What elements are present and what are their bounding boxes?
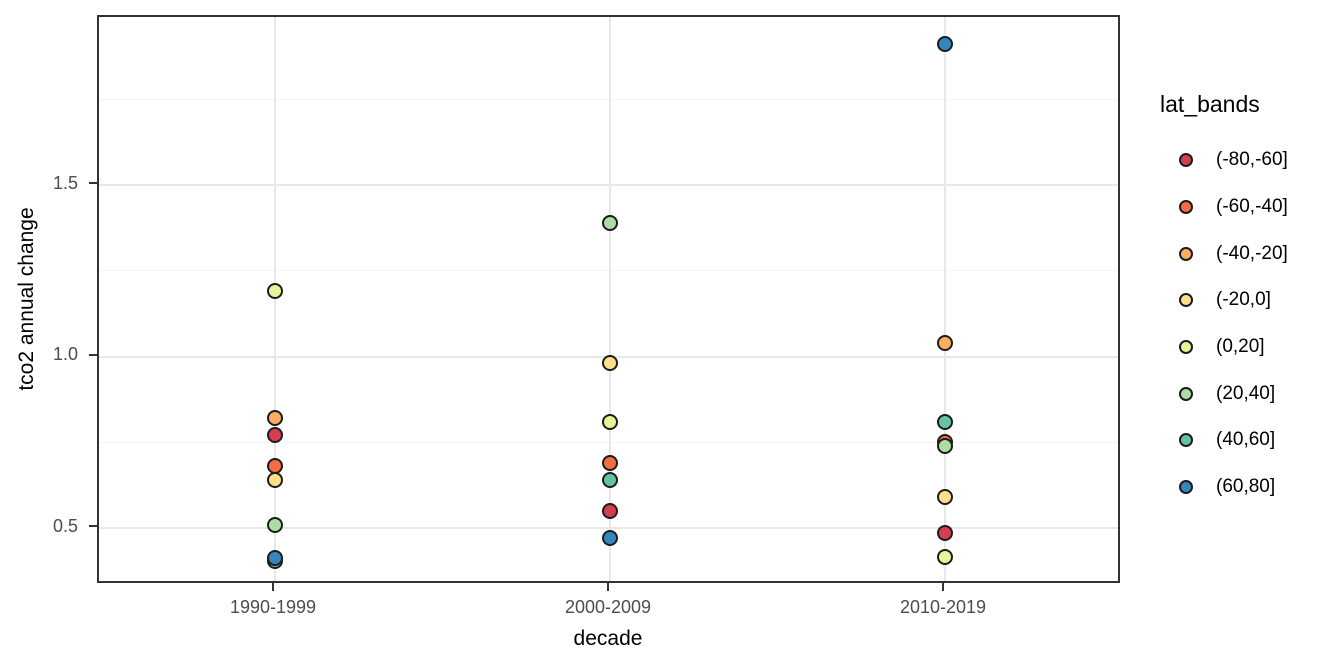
x-tick-mark [607, 583, 609, 591]
x-tick-label: 1990-1999 [229, 597, 317, 617]
data-point [937, 525, 953, 542]
gridline-vertical [609, 17, 611, 581]
data-point [937, 489, 953, 506]
legend-item-label: (20,40] [1216, 382, 1276, 404]
legend-item-label: (-20,0] [1216, 289, 1271, 311]
legend-item-label: (-40,-20] [1216, 242, 1288, 264]
data-point [267, 549, 283, 566]
x-tick-mark [272, 583, 274, 591]
gridline-minor [99, 270, 1118, 272]
x-tick-label: 2010-2019 [899, 597, 987, 617]
legend-item-label: (-80,-60] [1216, 149, 1288, 171]
legend-key-dot [1179, 246, 1193, 261]
legend-key-dot [1179, 153, 1193, 168]
data-point [267, 472, 283, 489]
y-tick-mark [89, 525, 97, 528]
data-point [602, 214, 618, 231]
legend-item: (-60,-40] [1160, 184, 1288, 231]
data-point [602, 502, 618, 519]
legend-item: (40,60] [1160, 417, 1288, 464]
gridline-vertical [944, 17, 946, 581]
legend-key-dot [1179, 433, 1193, 448]
x-tick-mark [942, 583, 944, 591]
legend-item-label: (40,60] [1216, 429, 1276, 451]
legend-item-label: (0,20] [1216, 336, 1265, 358]
plot-panel [97, 15, 1120, 583]
gridline-minor [99, 98, 1118, 100]
y-tick-label: 0.5 [52, 515, 78, 536]
data-point [267, 516, 283, 533]
x-tick-label: 2000-2009 [564, 597, 652, 617]
legend-key-dot [1179, 480, 1193, 495]
legend-item: (60,80] [1160, 464, 1288, 511]
legend: lat_bands (-80,-60] (-60,-40] (-40,-20] (-2… [1160, 90, 1288, 511]
data-point [267, 283, 283, 300]
data-point [602, 530, 618, 547]
data-point [602, 472, 618, 489]
data-point [937, 549, 953, 566]
legend-item: (20,40] [1160, 370, 1288, 417]
legend-item: (-20,0] [1160, 277, 1288, 324]
y-tick-label: 1.5 [52, 172, 78, 193]
legend-item-label: (60,80] [1216, 476, 1276, 498]
gridline-minor [99, 441, 1118, 443]
data-point [267, 410, 283, 427]
legend-key-dot [1179, 386, 1193, 401]
legend-key-dot [1179, 200, 1193, 215]
gridline-major [99, 184, 1118, 187]
data-point [937, 334, 953, 351]
legend-item: (-40,-20] [1160, 230, 1288, 277]
legend-key-dot [1179, 293, 1193, 308]
legend-item: (-80,-60] [1160, 137, 1288, 184]
data-point [937, 437, 953, 454]
legend-title: lat_bands [1160, 91, 1260, 117]
data-point [602, 454, 618, 471]
y-axis-title: tco2 annual change [15, 207, 38, 391]
data-point [602, 355, 618, 372]
legend-key-dot [1179, 340, 1193, 355]
data-point [602, 413, 618, 430]
legend-items: (-80,-60] (-60,-40] (-40,-20] (-20,0] (0,20]… [1160, 137, 1288, 511]
x-axis-title: decade [573, 627, 643, 650]
legend-item: (0,20] [1160, 324, 1288, 371]
y-tick-mark [89, 182, 97, 185]
data-point [937, 413, 953, 430]
data-point [267, 427, 283, 444]
y-tick-label: 1.0 [52, 344, 78, 365]
gridline-major [99, 527, 1118, 530]
legend-item-label: (-60,-40] [1216, 196, 1288, 218]
data-point [937, 36, 953, 53]
y-tick-mark [89, 353, 97, 356]
